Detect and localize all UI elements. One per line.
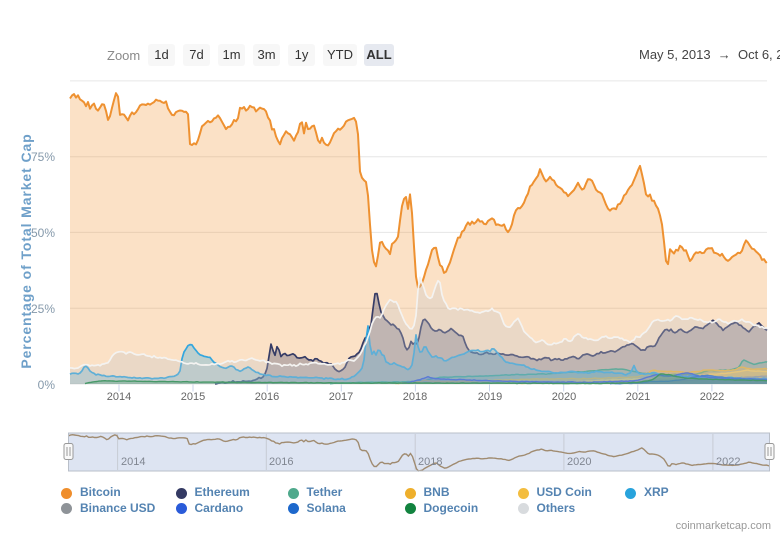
svg-text:Percentage of Total Market Cap: Percentage of Total Market Cap [18,133,34,368]
